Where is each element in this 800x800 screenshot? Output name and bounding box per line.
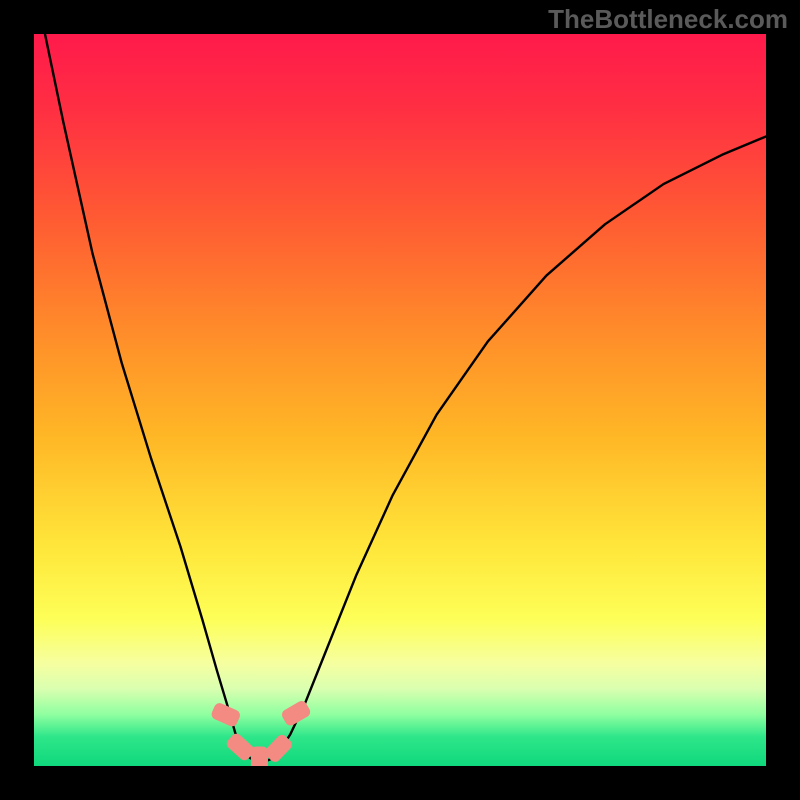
gradient-fill (34, 34, 766, 766)
chart-stage: TheBottleneck.com (0, 0, 800, 800)
chart-svg (0, 0, 800, 800)
